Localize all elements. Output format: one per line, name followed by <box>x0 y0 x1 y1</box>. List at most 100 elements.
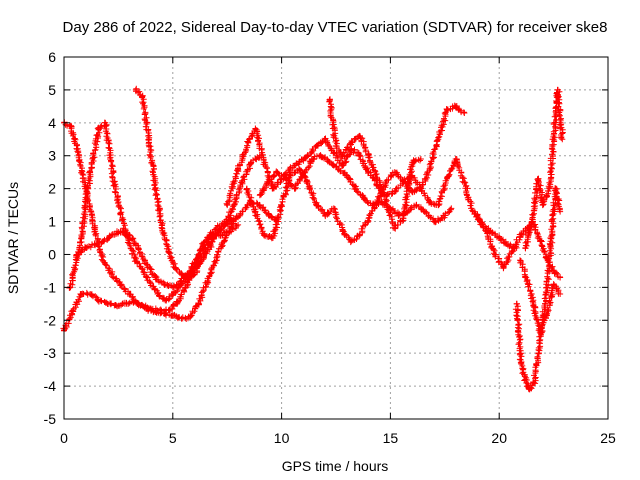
data-point <box>391 188 398 195</box>
data-point <box>113 302 120 309</box>
data-point <box>143 261 150 268</box>
data-point <box>361 195 368 202</box>
data-point <box>74 146 81 153</box>
data-point <box>102 119 109 126</box>
data-point <box>256 192 263 199</box>
data-point <box>111 179 118 186</box>
data-point <box>161 281 168 288</box>
data-point <box>213 254 220 261</box>
data-point <box>452 156 459 163</box>
data-point <box>304 179 311 186</box>
data-point <box>548 235 555 241</box>
data-point <box>356 132 363 139</box>
data-point <box>517 360 524 367</box>
series-path <box>326 96 423 232</box>
data-point <box>178 315 185 322</box>
data-point <box>317 152 324 159</box>
data-point <box>537 238 544 245</box>
data-point <box>165 307 172 314</box>
data-point <box>130 299 137 306</box>
data-point <box>226 228 233 235</box>
data-point <box>87 290 94 297</box>
data-point <box>171 264 178 271</box>
data-point <box>537 330 544 337</box>
data-point <box>152 185 159 192</box>
series-path <box>522 86 566 252</box>
data-point <box>330 205 337 212</box>
data-point <box>296 165 303 172</box>
data-point <box>343 172 350 179</box>
data-point <box>252 126 259 133</box>
data-point <box>452 103 459 110</box>
x-tick-label: 5 <box>169 430 177 446</box>
data-point <box>74 251 81 258</box>
x-tick-label: 10 <box>274 430 290 446</box>
y-tick-label: -3 <box>44 345 57 361</box>
data-point <box>483 228 490 235</box>
data-point <box>339 152 346 159</box>
plot-frame <box>63 56 609 420</box>
series-track-5 <box>73 218 229 291</box>
data-point <box>531 379 538 386</box>
data-point <box>517 258 524 265</box>
data-point <box>248 159 255 166</box>
data-point <box>213 231 220 238</box>
x-tick-label: 0 <box>60 430 68 446</box>
y-tick-label: 0 <box>48 246 56 262</box>
x-axis-title: GPS time / hours <box>282 458 389 474</box>
data-point <box>426 165 433 172</box>
data-point <box>554 86 561 93</box>
data-point <box>108 231 115 238</box>
data-point <box>535 175 542 182</box>
data-point <box>339 228 346 235</box>
data-point <box>356 231 363 238</box>
y-tick-label: 4 <box>48 115 56 131</box>
data-point <box>235 221 242 228</box>
data-point <box>409 188 416 195</box>
data-point <box>156 307 163 314</box>
data-point <box>517 231 524 238</box>
data-point <box>524 277 531 284</box>
data-point <box>339 162 346 169</box>
data-point <box>169 312 176 319</box>
data-point <box>163 297 170 304</box>
data-point <box>391 225 398 232</box>
data-point <box>121 300 128 307</box>
data-point <box>100 258 107 265</box>
data-point <box>544 310 551 317</box>
data-point <box>391 169 398 176</box>
data-point <box>326 159 333 166</box>
series-track-11 <box>512 185 564 393</box>
data-point <box>526 386 533 393</box>
data-point <box>265 211 272 218</box>
data-point <box>535 350 542 357</box>
data-point <box>282 175 289 182</box>
y-tick-label: -5 <box>44 411 57 427</box>
data-point <box>239 208 246 215</box>
data-point <box>222 235 229 241</box>
data-point <box>369 202 376 209</box>
data-point <box>522 244 529 251</box>
data-point <box>550 267 557 274</box>
data-point <box>187 313 194 320</box>
data-point <box>356 152 363 159</box>
data-point <box>100 238 107 245</box>
data-point <box>313 142 320 149</box>
data-point <box>117 281 124 288</box>
data-point <box>474 211 481 218</box>
data-point <box>439 215 446 222</box>
data-point <box>187 267 194 274</box>
data-point <box>531 304 538 311</box>
y-tick-label: 1 <box>48 214 56 230</box>
data-point <box>78 235 85 241</box>
data-point <box>165 248 172 255</box>
data-point <box>108 271 115 278</box>
data-point <box>169 290 176 297</box>
data-point <box>513 300 520 307</box>
data-point <box>365 169 372 176</box>
data-point <box>230 202 237 209</box>
data-point <box>235 165 242 172</box>
data-point <box>383 179 390 186</box>
data-point <box>461 179 468 186</box>
